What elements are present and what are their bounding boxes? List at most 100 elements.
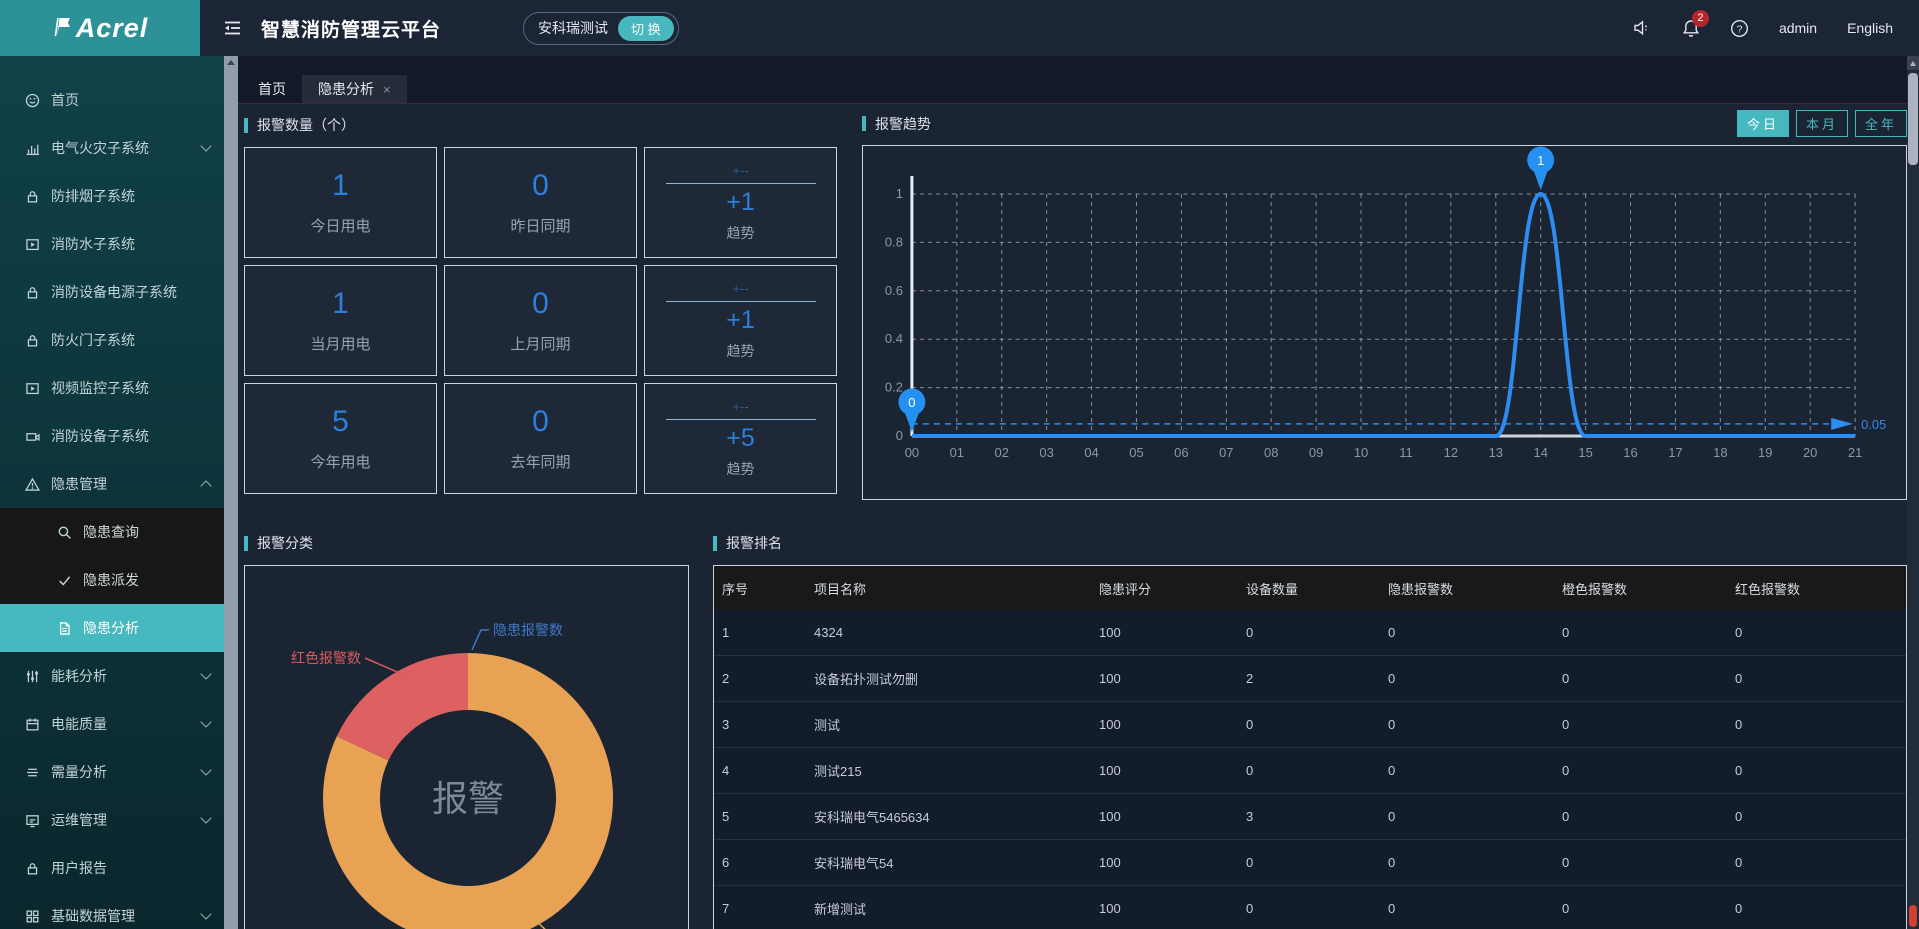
y-tick-label: 0.2 — [885, 380, 903, 395]
tab-bar: 首页 隐患分析 × — [238, 56, 1907, 104]
table-cell: 100 — [1091, 610, 1238, 656]
table-cell: 2 — [1238, 656, 1380, 702]
trend-delta: +-- — [732, 163, 748, 178]
calendar-icon — [24, 716, 40, 732]
speaker-icon[interactable] — [1633, 19, 1652, 37]
sidebar-item-fire-equipment[interactable]: 消防设备子系统 — [0, 412, 224, 460]
range-button-today[interactable]: 今日 — [1737, 110, 1789, 137]
trend-label: 趋势 — [727, 341, 755, 361]
sidebar-item-home[interactable]: 首页 — [0, 76, 224, 124]
slice-label: 隐患报警数 — [493, 622, 563, 638]
donut-slice[interactable] — [337, 653, 468, 761]
stat-label: 今日用电 — [310, 215, 370, 236]
x-tick-label: 20 — [1803, 445, 1817, 460]
table-row[interactable]: 2设备拓扑测试勿删1002000 — [714, 656, 1906, 702]
trend-chart[interactable]: 0001020304050607080910111213141516171819… — [862, 145, 1907, 500]
table-row[interactable]: 7新增测试1000000 — [714, 886, 1906, 929]
tab-label: 首页 — [258, 79, 286, 99]
x-tick-label: 15 — [1578, 445, 1592, 460]
range-button-year[interactable]: 全年 — [1855, 110, 1907, 137]
stat-label: 昨日同期 — [510, 215, 570, 236]
chevron-down-icon — [200, 140, 211, 151]
column-header: 红色报警数 — [1727, 566, 1906, 610]
stat-card-month: 1 当月用电 — [244, 265, 437, 376]
language-switch[interactable]: English — [1847, 20, 1893, 36]
smiley-icon — [24, 92, 40, 108]
sidebar-item-base-data[interactable]: 基础数据管理 — [0, 892, 224, 929]
bell-icon[interactable]: 2 — [1682, 19, 1700, 38]
column-header: 项目名称 — [806, 566, 1091, 610]
divider — [666, 183, 816, 184]
table-cell: 0 — [1380, 702, 1554, 748]
help-icon[interactable]: ? — [1730, 19, 1749, 38]
sidebar-item-hazard-analysis[interactable]: 隐患分析 — [0, 604, 224, 652]
sidebar-item-fire-door[interactable]: 防火门子系统 — [0, 316, 224, 364]
sidebar-item-label: 需量分析 — [51, 762, 107, 782]
sidebar-item-video-monitor[interactable]: 视频监控子系统 — [0, 364, 224, 412]
trend-card-month: +-- +1 趋势 — [644, 265, 837, 376]
table-row[interactable]: 143241000000 — [714, 610, 1906, 656]
sidebar-item-smoke-control[interactable]: 防排烟子系统 — [0, 172, 224, 220]
alarm-trend-panel: 报警趋势 今日 本月 全年 00010203040506070809101112… — [862, 104, 1907, 500]
sidebar-item-power-quality[interactable]: 电能质量 — [0, 700, 224, 748]
range-button-month[interactable]: 本月 — [1796, 110, 1848, 137]
tab-home[interactable]: 首页 — [242, 75, 302, 103]
sidebar-item-user-report[interactable]: 用户报告 — [0, 844, 224, 892]
sidebar-item-hazard-query[interactable]: 隐患查询 — [0, 508, 224, 556]
user-menu[interactable]: admin — [1779, 20, 1817, 36]
classification-chart[interactable]: 报警隐患报警数红色报警数 — [244, 565, 689, 929]
donut-center-label: 报警 — [432, 778, 504, 819]
sidebar-item-hazard-management[interactable]: 隐患管理 — [0, 460, 224, 508]
scrollbar-red-marker[interactable] — [1909, 905, 1917, 927]
sidebar-item-energy-analysis[interactable]: 能耗分析 — [0, 652, 224, 700]
sidebar-item-fire-water[interactable]: 消防水子系统 — [0, 220, 224, 268]
close-icon[interactable]: × — [383, 82, 391, 97]
switch-tenant-button[interactable]: 切 换 — [618, 16, 674, 41]
table-cell: 0 — [1727, 840, 1906, 886]
monitor-icon — [24, 812, 40, 828]
table-row[interactable]: 5安科瑞电气54656341003000 — [714, 794, 1906, 840]
sidebar-item-electrical-fire[interactable]: 电气火灾子系统 — [0, 124, 224, 172]
table-cell: 100 — [1091, 656, 1238, 702]
average-line-arrow — [1831, 418, 1853, 430]
table-cell: 0 — [1554, 840, 1727, 886]
tenant-name: 安科瑞测试 — [538, 18, 608, 38]
sidebar-item-label: 隐患管理 — [51, 474, 107, 494]
table-cell: 0 — [1380, 840, 1554, 886]
table-cell: 3 — [1238, 794, 1380, 840]
x-tick-label: 17 — [1668, 445, 1682, 460]
table-row[interactable]: 4测试2151000000 — [714, 748, 1906, 794]
sidebar-item-ops-management[interactable]: 运维管理 — [0, 796, 224, 844]
table-cell: 0 — [1554, 748, 1727, 794]
chevron-down-icon — [200, 716, 211, 727]
sidebar-item-hazard-dispatch[interactable]: 隐患派发 — [0, 556, 224, 604]
page-title: 智慧消防管理云平台 — [261, 15, 441, 42]
sidebar-item-label: 基础数据管理 — [51, 906, 135, 926]
collapse-menu-icon[interactable] — [222, 18, 243, 38]
scrollbar-thumb[interactable] — [1908, 73, 1918, 165]
stat-card-year: 5 今年用电 — [244, 383, 437, 494]
sidebar-scrollbar[interactable] — [224, 56, 238, 929]
trend-label: 趋势 — [727, 223, 755, 243]
tab-label: 隐患分析 — [318, 79, 374, 99]
x-tick-label: 12 — [1444, 445, 1458, 460]
table-cell: 2 — [714, 656, 806, 702]
table-cell: 设备拓扑测试勿删 — [806, 656, 1091, 702]
table-row[interactable]: 3测试1000000 — [714, 702, 1906, 748]
table-cell: 7 — [714, 886, 806, 929]
page-scrollbar[interactable] — [1907, 56, 1919, 929]
trend-card-year: +-- +5 趋势 — [644, 383, 837, 494]
tab-hazard-analysis[interactable]: 隐患分析 × — [302, 75, 407, 103]
stat-card-today: 1 今日用电 — [244, 147, 437, 258]
x-tick-label: 06 — [1174, 445, 1188, 460]
sidebar-item-fire-power[interactable]: 消防设备电源子系统 — [0, 268, 224, 316]
data-point-pin: 0 — [898, 389, 925, 433]
sidebar-item-demand-analysis[interactable]: 需量分析 — [0, 748, 224, 796]
table-cell: 0 — [1727, 886, 1906, 929]
scroll-up-arrow-icon[interactable] — [227, 60, 235, 65]
scroll-up-arrow-icon[interactable] — [1907, 56, 1919, 70]
title-accent-bar — [244, 536, 248, 551]
x-tick-label: 02 — [995, 445, 1009, 460]
stat-value: 1 — [332, 287, 349, 321]
table-row[interactable]: 6安科瑞电气541000000 — [714, 840, 1906, 886]
